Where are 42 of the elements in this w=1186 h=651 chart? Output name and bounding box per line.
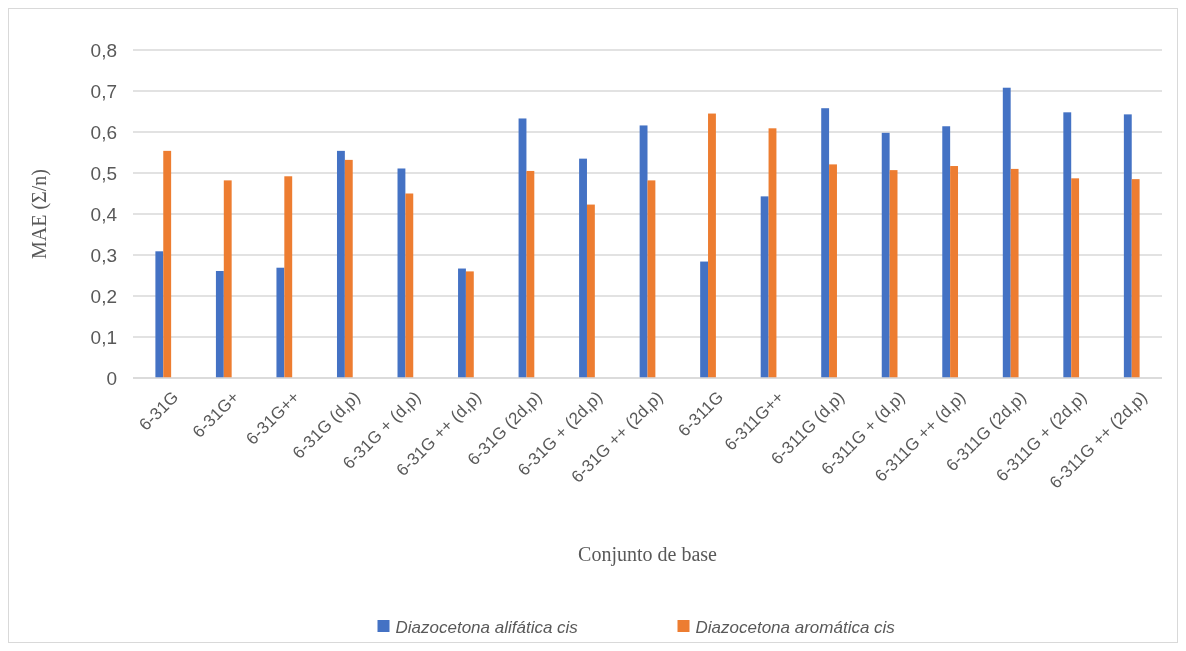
y-tick-label: 0,4 [90,203,118,225]
bar [163,150,172,378]
bar [586,204,595,378]
bar [1063,112,1072,378]
y-tick-label: 0 [106,367,117,389]
y-tick-label: 0,3 [90,244,117,266]
bar [284,176,293,378]
bar [1071,178,1080,378]
bar [942,126,951,378]
bar [223,180,232,378]
bar [215,270,224,378]
y-tick-label: 0,1 [90,326,117,348]
bar [344,159,353,378]
legend-label: Diazocetona alifática cis [395,617,579,637]
bar [821,108,830,378]
legend-label: Diazocetona aromática cis [695,617,896,637]
bar [458,268,466,378]
bar [405,193,414,378]
bar [526,170,535,378]
bar [155,251,164,378]
y-tick-label: 0,5 [90,162,117,184]
bar [639,125,648,378]
bar [1131,179,1140,378]
bar [881,132,890,378]
y-tick-label: 0,2 [90,285,117,307]
y-tick-label: 0,6 [90,121,117,143]
bar [708,113,716,378]
bar [760,196,769,378]
bar [829,164,837,378]
bar [1123,114,1132,378]
y-tick-label: 0,7 [90,80,117,102]
bar [579,158,587,378]
bar [700,261,709,378]
x-axis-title: Conjunto de base [578,543,718,566]
bar [1002,87,1011,378]
bar [336,150,345,378]
y-tick-label: 0,8 [90,39,117,61]
y-axis-title: MAE (Σ/n) [28,169,51,259]
bar [950,166,959,378]
bar [276,267,285,378]
bar [465,271,474,378]
bar [1010,168,1019,378]
